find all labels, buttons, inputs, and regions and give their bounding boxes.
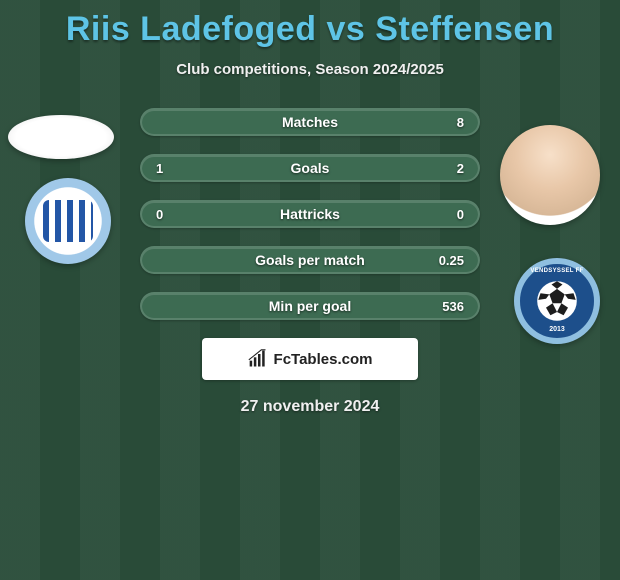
club-right-year: 2013	[520, 326, 594, 333]
club-right-label: VENDSYSSEL FF	[520, 268, 594, 274]
watermark-text: FcTables.com	[274, 351, 373, 368]
stat-row-min-per-goal: Min per goal 536	[140, 292, 480, 320]
stat-label: Hattricks	[142, 206, 478, 222]
stat-row-goals-per-match: Goals per match 0.25	[140, 246, 480, 274]
stat-label: Min per goal	[142, 298, 478, 314]
page-title: Riis Ladefoged vs Steffensen	[0, 0, 620, 49]
club-right-badge: VENDSYSSEL FF 2013	[514, 258, 600, 344]
date-text: 27 november 2024	[0, 398, 620, 416]
stat-row-matches: Matches 8	[140, 108, 480, 136]
stat-row-hattricks: 0 Hattricks 0	[140, 200, 480, 228]
football-icon	[535, 279, 579, 323]
stat-label: Goals per match	[142, 252, 478, 268]
player-left-avatar	[8, 115, 114, 159]
subtitle: Club competitions, Season 2024/2025	[0, 61, 620, 78]
stats-container: Matches 8 1 Goals 2 0 Hattricks 0 Goals …	[140, 108, 480, 320]
stat-label: Matches	[142, 114, 478, 130]
stat-label: Goals	[142, 160, 478, 176]
stat-row-goals: 1 Goals 2	[140, 154, 480, 182]
bar-chart-icon	[248, 349, 268, 369]
watermark-badge: FcTables.com	[202, 338, 418, 380]
player-right-avatar	[500, 125, 600, 225]
club-left-badge	[25, 178, 111, 264]
